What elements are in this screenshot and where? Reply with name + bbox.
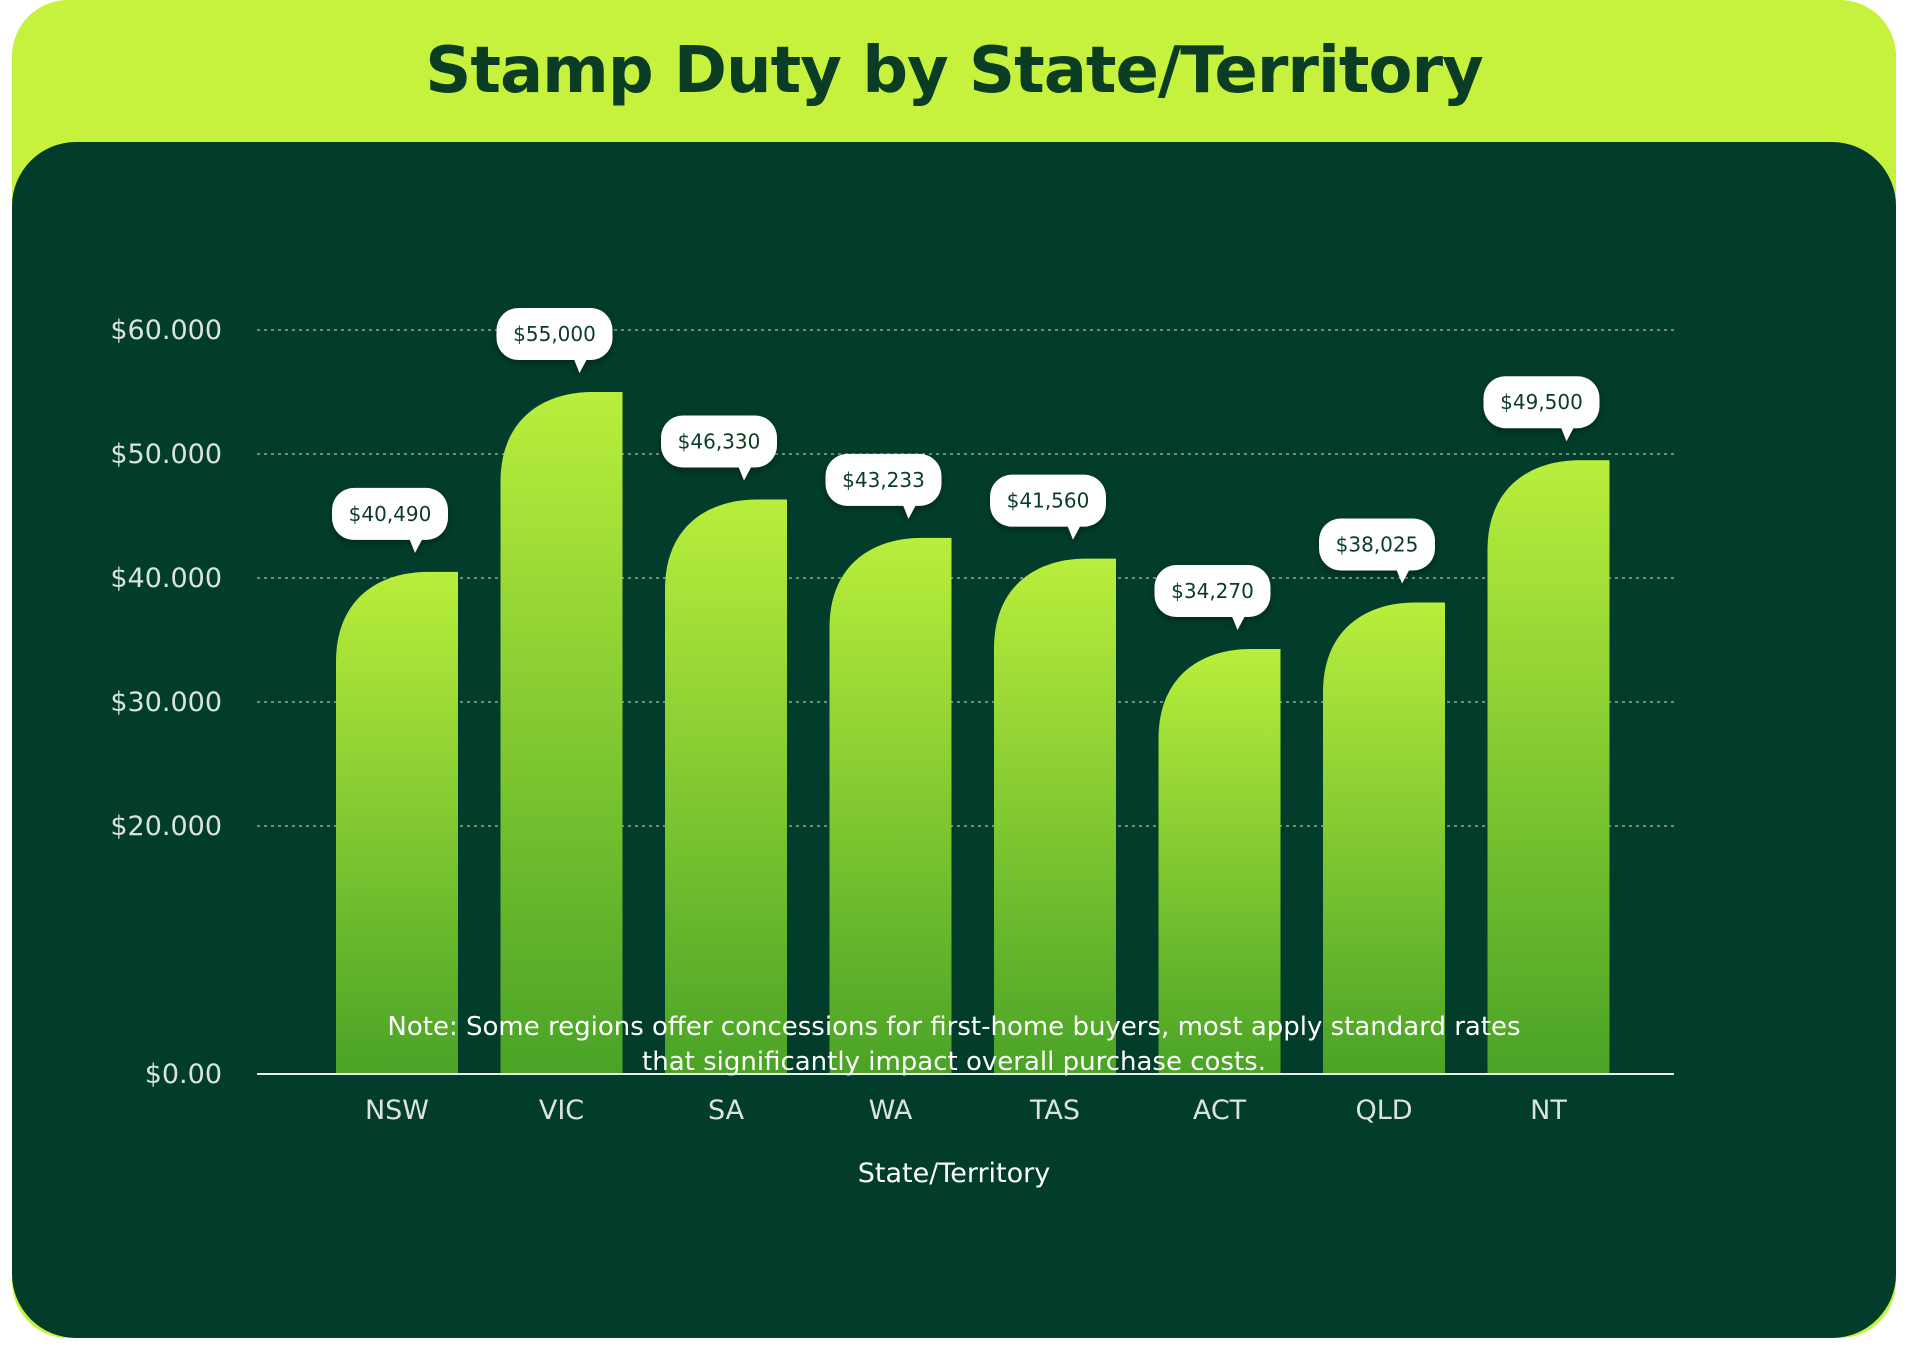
bar-vic (500, 392, 623, 1074)
chart-frame: Stamp Duty by State/Territory $0.00 $20.0… (12, 0, 1896, 1338)
bar-nt (1487, 460, 1610, 1074)
data-label-bubble (1154, 565, 1271, 631)
data-label-text: $38,025 (1336, 532, 1419, 556)
x-tick-label: NT (1530, 1095, 1567, 1126)
bar-chart: $0.00 $20.000 $30.000 $40.000 $50.000 $60.000… (110, 308, 1674, 1189)
data-labels: $40,490 $55,000 $46,330 $43,233 $41,560 $34,2… (332, 308, 1600, 631)
note-line-2: that significantly impact overall purcha… (642, 1047, 1266, 1077)
data-label-text: $46,330 (678, 430, 761, 454)
bar-wa (829, 537, 952, 1074)
bar-sa (665, 499, 787, 1074)
x-tick-label: VIC (539, 1095, 584, 1126)
bar-tas (994, 558, 1116, 1074)
data-label-bubble (496, 308, 613, 373)
data-label-bubble (990, 474, 1106, 540)
y-tick-label: $30.000 (110, 687, 222, 718)
x-tick-label: TAS (1029, 1095, 1080, 1126)
x-tick-label: SA (708, 1095, 745, 1126)
data-label-box (1154, 565, 1271, 618)
chart-panel: $0.00 $20.000 $30.000 $40.000 $50.000 $60.000… (12, 142, 1896, 1338)
bar-qld (1323, 602, 1445, 1074)
data-label-box (825, 453, 942, 506)
chart-title: Stamp Duty by State/Territory (425, 34, 1483, 108)
x-tick-label: QLD (1355, 1095, 1412, 1126)
data-label-box (990, 474, 1106, 527)
data-label-box (496, 308, 613, 360)
y-axis: $0.00 $20.000 $30.000 $40.000 $50.000 $60.000 (110, 315, 222, 1090)
bar-act (1158, 649, 1281, 1074)
data-label-bubble (825, 453, 942, 519)
x-axis-label: State/Territory (858, 1158, 1051, 1189)
data-label-pointer (409, 537, 423, 553)
data-label-pointer (573, 358, 588, 373)
data-label-box (1483, 376, 1600, 429)
data-label-pointer (1231, 615, 1246, 631)
gridlines (257, 329, 1674, 827)
data-label-pointer (738, 465, 752, 481)
y-tick-label: $0.00 (145, 1059, 222, 1090)
data-label-text: $34,270 (1171, 579, 1254, 603)
data-label-text: $55,000 (513, 322, 596, 346)
x-tick-label: WA (869, 1095, 913, 1126)
y-tick-label: $50.000 (110, 439, 222, 470)
data-label-text: $40,490 (349, 502, 432, 526)
note-line-1: Note: Some regions offer concessions for… (387, 1012, 1521, 1042)
x-tick-label: NSW (365, 1095, 429, 1126)
bar-nsw (336, 571, 458, 1074)
data-label-pointer (1396, 568, 1410, 584)
data-label-pointer (902, 503, 917, 519)
data-label-bubble (1319, 518, 1435, 584)
data-label-pointer (1560, 426, 1575, 442)
y-tick-label: $40.000 (110, 563, 222, 594)
data-label-bubble (661, 415, 777, 481)
x-tick-label: ACT (1193, 1095, 1247, 1126)
x-axis: NSW VIC SA WA TAS ACT QLD NT (365, 1095, 1567, 1126)
y-tick-label: $20.000 (110, 811, 222, 842)
data-label-pointer (1067, 524, 1081, 540)
data-label-bubble (332, 487, 448, 553)
data-label-box (332, 487, 448, 540)
data-label-text: $43,233 (842, 468, 925, 492)
bars (336, 392, 1610, 1074)
data-label-text: $49,500 (1500, 390, 1583, 414)
data-label-text: $41,560 (1007, 489, 1090, 513)
data-label-bubble (1483, 376, 1600, 442)
data-label-box (1319, 518, 1435, 571)
data-label-box (661, 415, 777, 468)
y-tick-label: $60.000 (110, 315, 222, 346)
